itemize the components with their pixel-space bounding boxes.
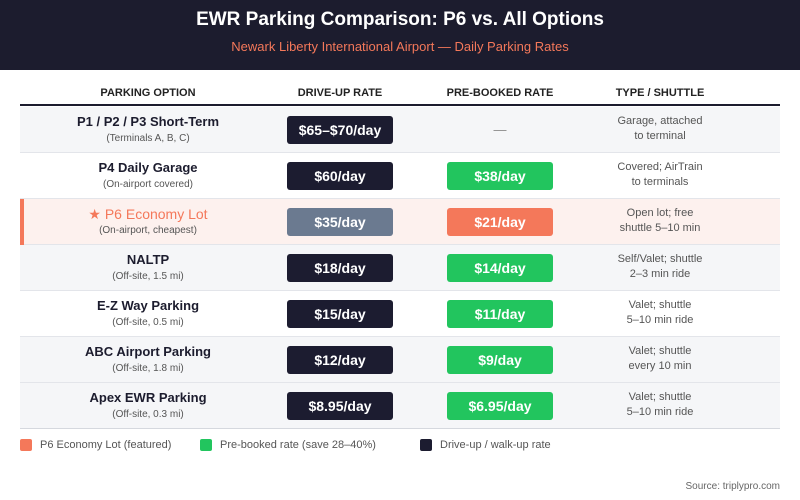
type-line: shuttle 5–10 min — [619, 222, 701, 234]
row — [20, 107, 780, 153]
rate-badge: $9/day — [447, 346, 553, 374]
type-line: 5–10 min ride — [626, 314, 694, 326]
rate-badge: $65–$70/day — [287, 116, 393, 144]
row — [20, 153, 780, 199]
source: Source: triplypro.com — [685, 481, 780, 492]
type-line: Open lot; free — [626, 207, 694, 219]
rate-badge: $18/day — [287, 254, 393, 282]
row — [20, 337, 780, 383]
option-note: (Off-site, 1.5 mi) — [112, 271, 184, 282]
header-rule — [20, 104, 780, 106]
rate-badge: $11/day — [447, 300, 553, 328]
option-note: (Off-site, 1.8 mi) — [112, 363, 184, 374]
type-line: Valet; shuttle — [628, 299, 692, 311]
title: EWR Parking Comparison: P6 vs. All Optio… — [196, 9, 604, 30]
option-name: P4 Daily Garage — [98, 160, 198, 175]
rate-badge: $35/day — [287, 208, 393, 236]
row — [20, 245, 780, 291]
column-header: PRE-BOOKED RATE — [446, 87, 554, 99]
rate-badge: $6.95/day — [447, 392, 553, 420]
type-line: Covered; AirTrain — [617, 161, 703, 173]
header — [0, 0, 800, 70]
type-line: Self/Valet; shuttle — [617, 253, 703, 265]
rate-badge: $60/day — [287, 162, 393, 190]
rate-badge: $14/day — [447, 254, 553, 282]
rate-badge: $12/day — [287, 346, 393, 374]
type-line: to terminal — [634, 130, 686, 142]
legend-swatch — [20, 439, 32, 451]
legend-label: Drive-up / walk-up rate — [440, 439, 551, 451]
option-name: NALTP — [126, 252, 170, 267]
rate-badge: $21/day — [447, 208, 553, 236]
type-line: 2–3 min ride — [629, 268, 691, 280]
type-line: 5–10 min ride — [626, 406, 694, 418]
option-note: (Terminals A, B, C) — [106, 133, 190, 144]
row — [20, 291, 780, 337]
column-header: TYPE / SHUTTLE — [615, 87, 705, 99]
legend-swatch — [200, 439, 212, 451]
type-line: Valet; shuttle — [628, 391, 692, 403]
legend-label: Pre-booked rate (save 28–40%) — [220, 439, 376, 451]
option-note: (Off-site, 0.5 mi) — [112, 317, 184, 328]
option-name: P1 / P2 / P3 Short-Term — [76, 114, 220, 129]
option-note: (On-airport covered) — [102, 179, 194, 190]
option-name: ★ P6 Economy Lot — [88, 206, 208, 222]
rate-badge: $38/day — [447, 162, 553, 190]
column-header: PARKING OPTION — [100, 87, 196, 99]
legend-swatch — [420, 439, 432, 451]
type-line: to terminals — [631, 176, 689, 188]
footer-rule — [20, 428, 780, 429]
featured-bar — [20, 199, 24, 245]
type-line: every 10 min — [628, 360, 692, 372]
legend-label: P6 Economy Lot (featured) — [40, 439, 172, 451]
type-line: Garage, attached — [617, 115, 703, 127]
rate-badge: $15/day — [287, 300, 393, 328]
rate-badge: $8.95/day — [287, 392, 393, 420]
rate-empty: — — [493, 122, 507, 137]
subtitle: Newark Liberty International Airport — D… — [231, 39, 569, 54]
option-note: (Off-site, 0.3 mi) — [112, 409, 184, 420]
column-header: DRIVE-UP RATE — [297, 87, 383, 99]
type-line: Valet; shuttle — [628, 345, 692, 357]
option-note: (On-airport, cheapest) — [99, 225, 197, 236]
option-name: E-Z Way Parking — [96, 298, 200, 313]
option-name: Apex EWR Parking — [89, 390, 207, 405]
row — [20, 199, 780, 245]
option-name: ABC Airport Parking — [85, 344, 211, 359]
